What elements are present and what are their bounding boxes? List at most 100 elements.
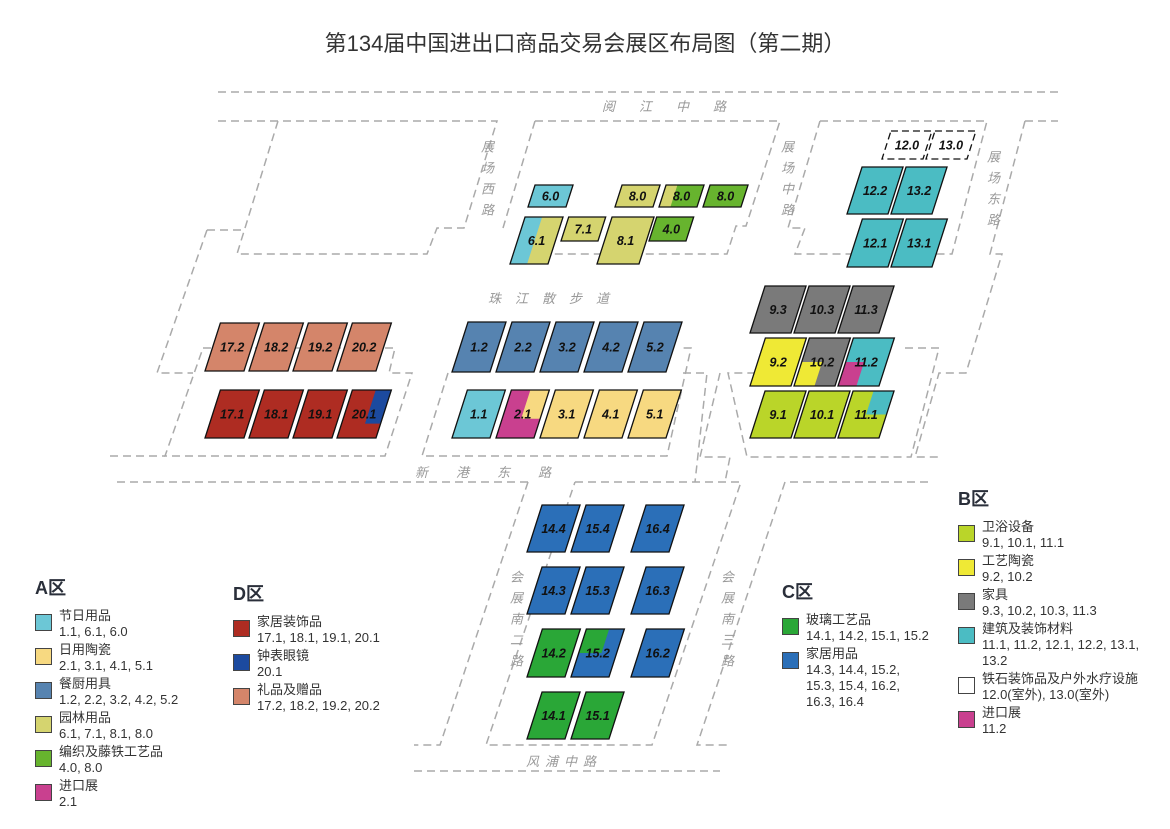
- hall-shape: [205, 390, 260, 438]
- hall-label: 5.2: [646, 340, 663, 354]
- hall-8-0[interactable]: 8.0: [658, 184, 705, 208]
- hall-16-2[interactable]: 16.2: [630, 628, 686, 678]
- hall-10-3[interactable]: 10.3: [793, 285, 851, 334]
- hall-9-3[interactable]: 9.3: [749, 285, 807, 334]
- legend-item: 编织及藤铁工艺品 4.0, 8.0: [35, 744, 225, 776]
- hall-shape: [649, 217, 694, 241]
- hall-20-2[interactable]: 20.2: [336, 322, 393, 372]
- hall-13-2[interactable]: 13.2: [890, 166, 948, 215]
- hall-4-1[interactable]: 4.1: [583, 389, 639, 439]
- legend-zone-a: A区 节日用品 1.1, 6.1, 6.0 日用陶瓷 2.1, 3.1, 4.1, 5.…: [35, 574, 225, 812]
- hall-border: [539, 389, 595, 439]
- road-line: [695, 481, 928, 746]
- hall-10-2[interactable]: 10.2: [793, 337, 852, 387]
- hall-6-0[interactable]: 6.0: [527, 184, 574, 208]
- legend-swatch: [35, 750, 52, 767]
- hall-9-1[interactable]: 9.1: [749, 390, 807, 439]
- hall-6-1[interactable]: 6.1: [509, 216, 564, 265]
- hall-border: [570, 504, 625, 553]
- hall-border: [204, 389, 261, 439]
- hall-15-4[interactable]: 15.4: [570, 504, 625, 553]
- hall-19-2[interactable]: 19.2: [292, 322, 349, 372]
- legend-zone-d: D区 家居装饰品 17.1, 18.1, 19.1, 20.1 钟表眼镜 20.1 礼品及…: [233, 580, 433, 716]
- hall-border: [336, 389, 393, 439]
- legend-item: 家具 9.3, 10.2, 10.3, 11.3: [958, 587, 1140, 619]
- hall-12-2[interactable]: 12.2: [846, 166, 904, 215]
- hall-14-3[interactable]: 14.3: [526, 566, 581, 615]
- hall-13-0[interactable]: 13.0: [925, 130, 977, 160]
- hall-12-1[interactable]: 12.1: [846, 218, 905, 268]
- hall-7-1[interactable]: 7.1: [560, 216, 607, 242]
- hall-shape: [794, 286, 851, 333]
- legend-swatch: [958, 627, 975, 644]
- hall-shape: [528, 185, 574, 207]
- legend-category: 玻璃工艺品: [806, 612, 872, 627]
- hall-border: [627, 321, 683, 373]
- hall-18-1[interactable]: 18.1: [248, 389, 305, 439]
- hall-label: 10.2: [810, 355, 834, 369]
- hall-shape: [527, 692, 581, 739]
- road-label-middle: 展场中路: [778, 140, 793, 224]
- hall-8-1[interactable]: 8.1: [596, 216, 655, 265]
- hall-2-2[interactable]: 2.2: [495, 321, 551, 373]
- hall-shape: [571, 567, 625, 614]
- hall-4-2[interactable]: 4.2: [583, 321, 639, 373]
- hall-4-0[interactable]: 4.0: [648, 216, 695, 242]
- hall-11-3[interactable]: 11.3: [837, 285, 895, 334]
- hall-label: 11.1: [854, 408, 877, 422]
- hall-border: [509, 216, 564, 265]
- hall-5-2[interactable]: 5.2: [627, 321, 683, 373]
- hall-16-3[interactable]: 16.3: [630, 566, 685, 615]
- hall-3-1[interactable]: 3.1: [539, 389, 595, 439]
- hall-16-4[interactable]: 16.4: [630, 504, 685, 553]
- road-line: [218, 120, 499, 255]
- hall-shape: [631, 629, 685, 677]
- hall-15-2[interactable]: 15.2: [570, 628, 626, 678]
- hall-shared-section: [838, 362, 865, 386]
- hall-10-1[interactable]: 10.1: [793, 390, 851, 439]
- hall-border: [881, 130, 933, 160]
- hall-border: [749, 337, 808, 387]
- hall-1-2[interactable]: 1.2: [451, 321, 507, 373]
- hall-19-1[interactable]: 19.1: [292, 389, 349, 439]
- legend-item: 进口展 2.1: [35, 778, 225, 810]
- hall-9-2[interactable]: 9.2: [749, 337, 808, 387]
- hall-label: 5.1: [646, 407, 663, 421]
- hall-label: 10.1: [810, 408, 834, 422]
- road-line: [414, 481, 529, 746]
- hall-14-2[interactable]: 14.2: [526, 628, 582, 678]
- hall-17-2[interactable]: 17.2: [204, 322, 261, 372]
- legend-swatch: [782, 652, 799, 669]
- hall-border: [648, 216, 695, 242]
- hall-label: 8.0: [673, 189, 690, 203]
- legend-swatch: [35, 784, 52, 801]
- hall-17-1[interactable]: 17.1: [204, 389, 261, 439]
- hall-20-1[interactable]: 20.1: [336, 389, 393, 439]
- hall-15-3[interactable]: 15.3: [570, 566, 625, 615]
- hall-border: [248, 322, 305, 372]
- hall-8-0[interactable]: 8.0: [614, 184, 661, 208]
- hall-13-1[interactable]: 13.1: [890, 218, 949, 268]
- hall-11-1[interactable]: 11.1: [837, 390, 895, 439]
- hall-15-1[interactable]: 15.1: [570, 691, 625, 740]
- hall-5-1[interactable]: 5.1: [627, 389, 683, 439]
- hall-8-0[interactable]: 8.0: [702, 184, 749, 208]
- hall-18-2[interactable]: 18.2: [248, 322, 305, 372]
- hall-label: 13.1: [907, 236, 931, 250]
- road-label-xingang: 新港东路: [415, 466, 580, 481]
- legend-halls: 2.1, 3.1, 4.1, 5.1: [59, 658, 153, 673]
- hall-shape: [838, 286, 895, 333]
- hall-border: [526, 628, 582, 678]
- hall-2-1[interactable]: 2.1: [495, 389, 551, 439]
- hall-1-1[interactable]: 1.1: [451, 389, 507, 439]
- hall-label: 1.2: [470, 340, 487, 354]
- legend-halls: 17.1, 18.1, 19.1, 20.1: [257, 630, 380, 645]
- hall-border: [658, 184, 705, 208]
- hall-14-1[interactable]: 14.1: [526, 691, 581, 740]
- hall-11-2[interactable]: 11.2: [837, 337, 896, 387]
- hall-12-0[interactable]: 12.0: [881, 130, 933, 160]
- hall-3-2[interactable]: 3.2: [539, 321, 595, 373]
- legend-item: 玻璃工艺品 14.1, 14.2, 15.1, 15.2: [782, 612, 932, 644]
- hall-shape: [571, 505, 625, 552]
- hall-14-4[interactable]: 14.4: [526, 504, 581, 553]
